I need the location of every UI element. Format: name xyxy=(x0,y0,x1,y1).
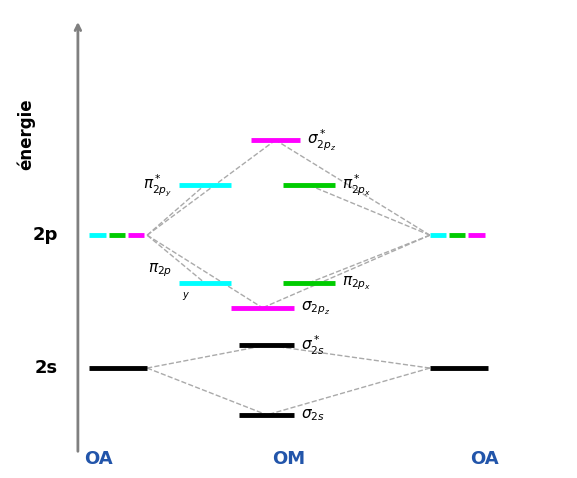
Text: OA: OA xyxy=(84,450,113,468)
Text: $\sigma_{2s}$: $\sigma_{2s}$ xyxy=(301,407,325,423)
Text: $\pi_{2p}$: $\pi_{2p}$ xyxy=(148,261,172,279)
Text: énergie: énergie xyxy=(17,98,35,170)
Text: $\pi^*_{2p_y}$: $\pi^*_{2p_y}$ xyxy=(143,172,172,198)
Text: $\sigma^*_{2p_z}$: $\sigma^*_{2p_z}$ xyxy=(307,128,336,152)
Text: $\sigma_{2p_z}$: $\sigma_{2p_z}$ xyxy=(301,299,331,316)
Text: OA: OA xyxy=(470,450,499,468)
Text: 2s: 2s xyxy=(35,359,58,377)
Text: $_y$: $_y$ xyxy=(182,289,190,304)
Text: $\pi^*_{2p_x}$: $\pi^*_{2p_x}$ xyxy=(342,173,371,197)
Text: $\pi_{2p_x}$: $\pi_{2p_x}$ xyxy=(342,274,371,292)
Text: 2p: 2p xyxy=(32,226,58,244)
Text: $\sigma^*_{2s}$: $\sigma^*_{2s}$ xyxy=(301,334,325,357)
Text: OM: OM xyxy=(272,450,305,468)
